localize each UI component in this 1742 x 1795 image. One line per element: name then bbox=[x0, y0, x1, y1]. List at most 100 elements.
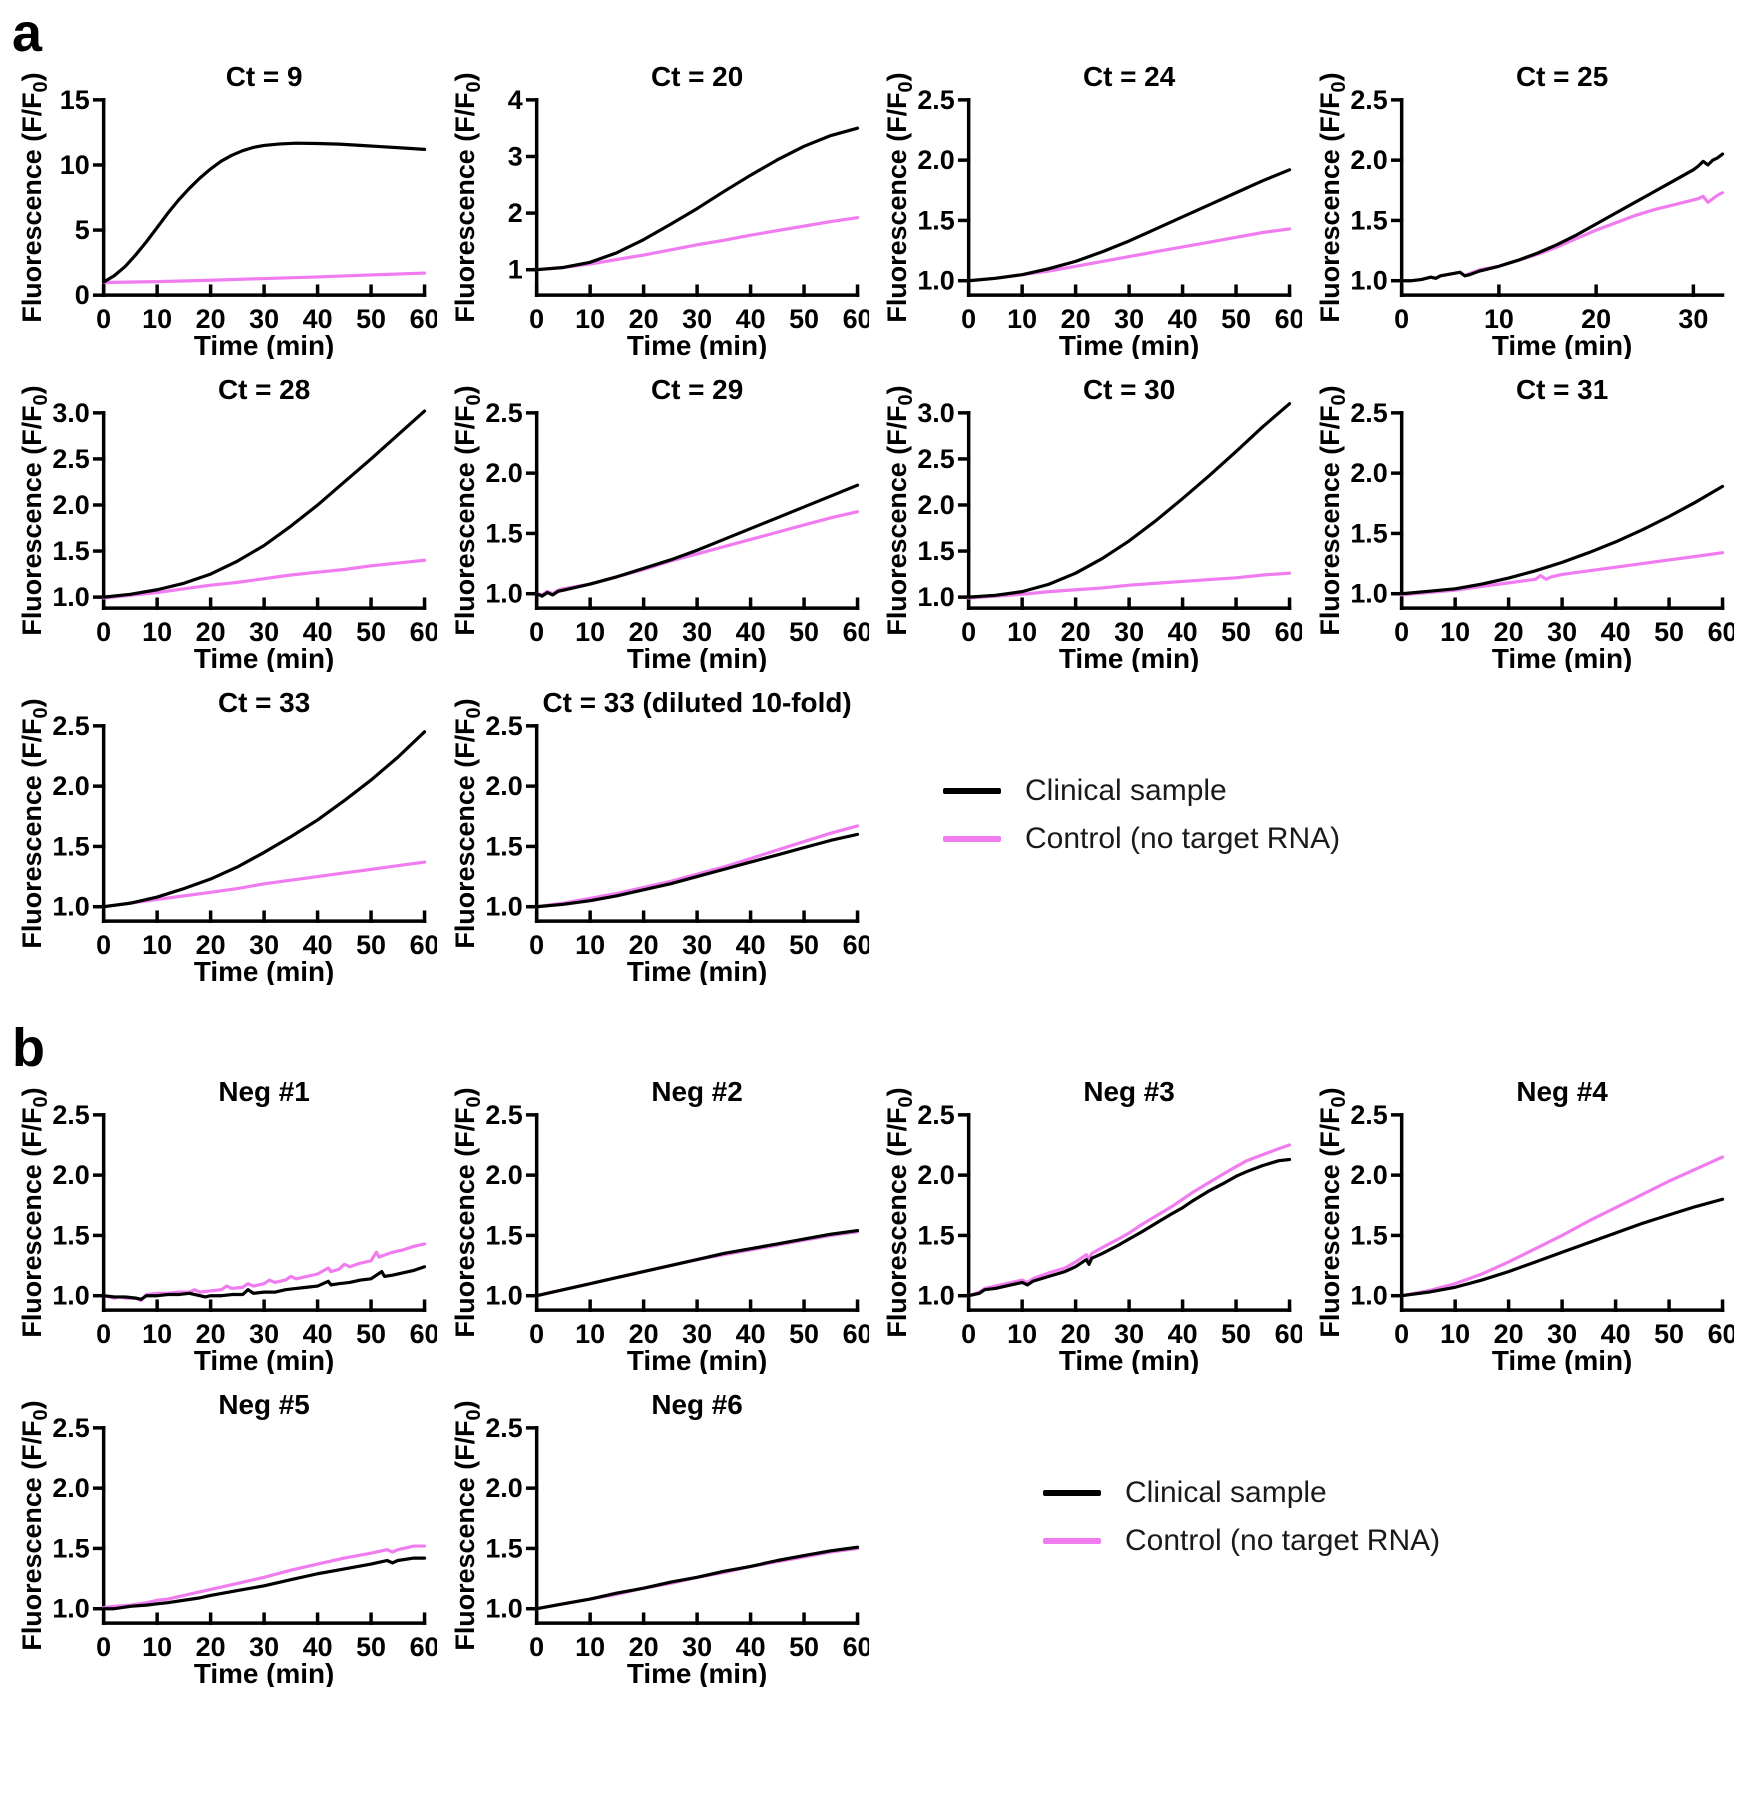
x-tick-label: 20 bbox=[628, 617, 658, 647]
axes bbox=[525, 1425, 859, 1625]
y-tick-label: 2.5 bbox=[485, 1100, 522, 1130]
x-tick-label: 60 bbox=[842, 1319, 869, 1349]
y-tick-label: 2.0 bbox=[52, 1473, 89, 1503]
x-tick-label: 60 bbox=[410, 930, 437, 960]
control-line-swatch bbox=[943, 836, 1001, 843]
x-tick-label: 0 bbox=[529, 930, 544, 960]
x-tick-label: 10 bbox=[575, 930, 605, 960]
y-tick-label: 3.0 bbox=[52, 398, 89, 428]
series-line-clinical bbox=[967, 1157, 1292, 1298]
panel-a-grid: Ct = 9 0 10 20 30 40 50 60 0 5 10 15 Time (min) Fluor… bbox=[8, 60, 1734, 985]
clinical-line-swatch bbox=[1043, 1490, 1101, 1497]
x-tick-label: 30 bbox=[249, 1632, 279, 1662]
x-tick-label: 20 bbox=[628, 930, 658, 960]
y-tick-label: 2.5 bbox=[485, 711, 522, 741]
legend-label-clinical: Clinical sample bbox=[1025, 774, 1227, 808]
series-line-control bbox=[102, 1544, 427, 1609]
chart-title: Neg #4 bbox=[1516, 1076, 1608, 1107]
x-tick-label: 40 bbox=[303, 930, 333, 960]
y-tick-label: 2.5 bbox=[1350, 85, 1387, 115]
chart-neg-2: Neg #2 0 10 20 30 40 50 60 1.0 1.5 2.0 2.5 Time (min… bbox=[441, 1075, 869, 1374]
x-tick-label: 50 bbox=[789, 304, 819, 334]
x-tick-label: 60 bbox=[1275, 304, 1302, 334]
x-tick-label: 50 bbox=[1654, 1319, 1684, 1349]
axes bbox=[957, 1112, 1292, 1312]
series-line-control bbox=[534, 216, 859, 272]
series-line-control bbox=[1399, 1155, 1724, 1298]
panel-b-label: b bbox=[12, 1017, 45, 1078]
y-tick-label: 2.5 bbox=[917, 85, 954, 115]
y-tick-label: 1.5 bbox=[52, 1220, 89, 1250]
y-tick-label: 2.5 bbox=[52, 1413, 89, 1443]
y-tick-label: 2.0 bbox=[485, 1473, 522, 1503]
x-tick-label: 0 bbox=[96, 617, 111, 647]
series-line-clinical bbox=[1399, 484, 1724, 596]
x-tick-label: 60 bbox=[1275, 617, 1302, 647]
y-tick-label: 1.0 bbox=[52, 582, 89, 612]
x-tick-label: 50 bbox=[356, 617, 386, 647]
series-line-clinical bbox=[102, 141, 427, 284]
y-tick-label: 2.0 bbox=[485, 771, 522, 801]
series-line-control bbox=[1399, 191, 1724, 283]
y-tick-label: 2.0 bbox=[52, 1160, 89, 1190]
axes bbox=[525, 411, 859, 610]
y-tick-label: 1.0 bbox=[1350, 266, 1387, 296]
axes bbox=[92, 98, 427, 297]
x-tick-label: 60 bbox=[842, 304, 869, 334]
x-tick-label: 30 bbox=[1114, 1319, 1144, 1349]
y-tick-label: 1.5 bbox=[52, 1533, 89, 1563]
y-tick-label: 1.5 bbox=[485, 1533, 522, 1563]
chart-ct-25: Ct = 25 0 10 20 30 1.0 1.5 2.0 2.5 Time (min) Fluo… bbox=[1306, 60, 1735, 359]
x-tick-label: 0 bbox=[1394, 1319, 1409, 1349]
axes bbox=[525, 724, 859, 923]
series-line-control bbox=[102, 271, 427, 285]
chart-title: Ct = 24 bbox=[1083, 61, 1176, 92]
chart-svg-ct-20: Ct = 20 0 10 20 30 40 50 60 1 2 3 4 Time (min) Fluore… bbox=[449, 61, 869, 359]
x-axis-label: Time (min) bbox=[1059, 330, 1200, 359]
y-tick-label: 2.0 bbox=[917, 490, 954, 520]
legend-item-clinical: Clinical sample bbox=[943, 774, 1340, 808]
chart-neg-6: Neg #6 0 10 20 30 40 50 60 1.0 1.5 2.0 2.5 Time (min… bbox=[441, 1388, 869, 1687]
series-line-clinical bbox=[102, 1264, 427, 1301]
x-tick-label: 30 bbox=[249, 1319, 279, 1349]
x-tick-label: 10 bbox=[142, 1319, 172, 1349]
chart-title: Ct = 29 bbox=[650, 374, 742, 405]
x-tick-label: 40 bbox=[1168, 617, 1198, 647]
series-line-clinical bbox=[534, 126, 859, 272]
y-tick-label: 2.0 bbox=[917, 1160, 954, 1190]
control-line-swatch bbox=[1043, 1538, 1101, 1545]
chart-ct-29: Ct = 29 0 10 20 30 40 50 60 1.0 1.5 2.0 2.5 Time (mi… bbox=[441, 373, 869, 672]
y-tick-label: 1.0 bbox=[485, 1281, 522, 1311]
chart-svg-ct-29: Ct = 29 0 10 20 30 40 50 60 1.0 1.5 2.0 2.5 Time (mi… bbox=[449, 374, 869, 672]
x-tick-label: 30 bbox=[1114, 617, 1144, 647]
chart-neg-5: Neg #5 0 10 20 30 40 50 60 1.0 1.5 2.0 2.5 Time (min… bbox=[8, 1388, 437, 1687]
x-tick-label: 30 bbox=[1114, 304, 1144, 334]
x-tick-label: 30 bbox=[682, 930, 712, 960]
chart-svg-neg-4: Neg #4 0 10 20 30 40 50 60 1.0 1.5 2.0 2.5 Time (min… bbox=[1314, 1076, 1734, 1374]
y-tick-label: 2.5 bbox=[52, 711, 89, 741]
axes bbox=[525, 98, 859, 297]
x-tick-label: 0 bbox=[1394, 617, 1409, 647]
x-tick-label: 10 bbox=[1007, 1319, 1037, 1349]
chart-svg-neg-3: Neg #3 0 10 20 30 40 50 60 1.0 1.5 2.0 2.5 Time (min… bbox=[882, 1076, 1302, 1374]
y-axis-label: Fluorescence (F/F0) bbox=[1314, 385, 1349, 635]
x-tick-label: 50 bbox=[789, 1632, 819, 1662]
series-line-clinical bbox=[1399, 152, 1724, 283]
x-tick-label: 30 bbox=[249, 617, 279, 647]
chart-title: Ct = 20 bbox=[650, 61, 742, 92]
x-tick-label: 40 bbox=[1600, 1319, 1630, 1349]
y-tick-label: 2.5 bbox=[52, 444, 89, 474]
x-tick-label: 10 bbox=[142, 1632, 172, 1662]
x-axis-label: Time (min) bbox=[626, 330, 767, 359]
series-line-control bbox=[967, 1143, 1292, 1298]
series-line-clinical bbox=[1399, 1197, 1724, 1298]
x-axis-label: Time (min) bbox=[1059, 1345, 1200, 1374]
x-tick-label: 40 bbox=[303, 1319, 333, 1349]
x-tick-label: 50 bbox=[1221, 1319, 1251, 1349]
y-tick-label: 1.5 bbox=[52, 831, 89, 861]
y-axis-label: Fluorescence (F/F0) bbox=[1314, 1087, 1349, 1337]
x-tick-label: 40 bbox=[303, 1632, 333, 1662]
x-tick-label: 30 bbox=[1547, 617, 1577, 647]
x-tick-label: 60 bbox=[1275, 1319, 1302, 1349]
y-tick-label: 2.0 bbox=[52, 490, 89, 520]
